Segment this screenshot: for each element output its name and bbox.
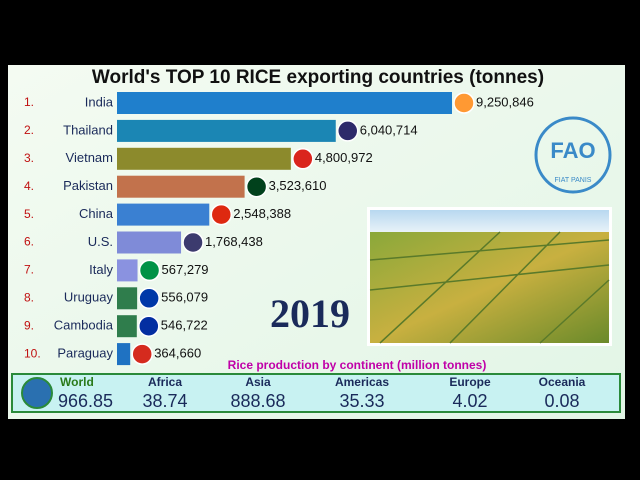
category-label: Thailand	[63, 122, 113, 137]
value-label: 9,250,846	[476, 94, 534, 109]
rank: 6.	[24, 235, 34, 249]
value-label: 556,079	[161, 290, 208, 305]
category-label: Cambodia	[54, 318, 114, 333]
rank: 7.	[24, 263, 34, 277]
logo-text: FAO	[550, 138, 595, 163]
value-label: 1,768,438	[205, 234, 263, 249]
value-label: 6,040,714	[360, 122, 418, 137]
photo	[367, 207, 612, 346]
bar	[117, 231, 182, 254]
region-name: Asia	[245, 375, 271, 389]
flag	[210, 203, 233, 226]
flag	[292, 148, 314, 170]
region-value: 888.68	[230, 391, 285, 411]
category-label: India	[85, 94, 114, 109]
rank: 5.	[24, 207, 34, 221]
region-name: Africa	[148, 375, 182, 389]
region-name: Europe	[449, 375, 491, 389]
rank: 2.	[24, 123, 34, 137]
rank: 4.	[24, 179, 34, 193]
flag	[138, 259, 161, 282]
bar	[117, 259, 138, 282]
category-label: Italy	[89, 262, 113, 277]
rank: 3.	[24, 151, 34, 165]
region-name: Americas	[335, 375, 389, 389]
logo: FAO FIAT PANIS	[534, 116, 612, 194]
bar	[117, 147, 291, 170]
bar	[117, 92, 452, 114]
category-label: Vietnam	[66, 150, 113, 165]
rank: 10.	[24, 346, 41, 360]
regions-title: Rice production by continent (million to…	[228, 358, 487, 372]
category-label: U.S.	[88, 234, 113, 249]
rank: 1.	[24, 95, 34, 109]
bar	[117, 343, 131, 366]
regions-panel	[11, 373, 621, 413]
flag	[138, 287, 160, 310]
globe	[21, 377, 53, 409]
flag	[453, 92, 475, 114]
region-value: 38.74	[142, 391, 187, 411]
region-value: 966.85	[58, 391, 113, 411]
value-label: 546,722	[161, 318, 208, 333]
value-label: 364,660	[154, 346, 201, 361]
value-label: 3,523,610	[269, 178, 327, 193]
value-label: 4,800,972	[315, 150, 373, 165]
category-label: China	[79, 206, 114, 221]
logo-motto: FIAT PANIS	[555, 177, 592, 184]
chart-title: World's TOP 10 RICE exporting countries …	[92, 67, 544, 88]
category-label: Uruguay	[64, 290, 114, 305]
region-name: World	[60, 375, 94, 389]
year: 2019	[270, 291, 350, 336]
flag	[131, 343, 153, 365]
bar	[117, 287, 138, 310]
flag	[138, 315, 160, 337]
flag	[245, 175, 268, 198]
region-value: 0.08	[544, 391, 579, 411]
bar	[117, 119, 336, 142]
flag	[182, 231, 204, 254]
region-value: 4.02	[452, 391, 487, 411]
category-label: Paraguay	[57, 346, 113, 361]
category-label: Pakistan	[63, 178, 113, 193]
rank: 8.	[24, 290, 34, 304]
region-value: 35.33	[339, 391, 384, 411]
bar	[117, 315, 137, 338]
bar	[117, 175, 245, 198]
value-label: 2,548,388	[233, 206, 291, 221]
value-label: 567,279	[162, 262, 209, 277]
bar	[117, 203, 210, 226]
flag	[337, 120, 359, 142]
region-name: Oceania	[539, 375, 586, 389]
rank: 9.	[24, 318, 34, 332]
